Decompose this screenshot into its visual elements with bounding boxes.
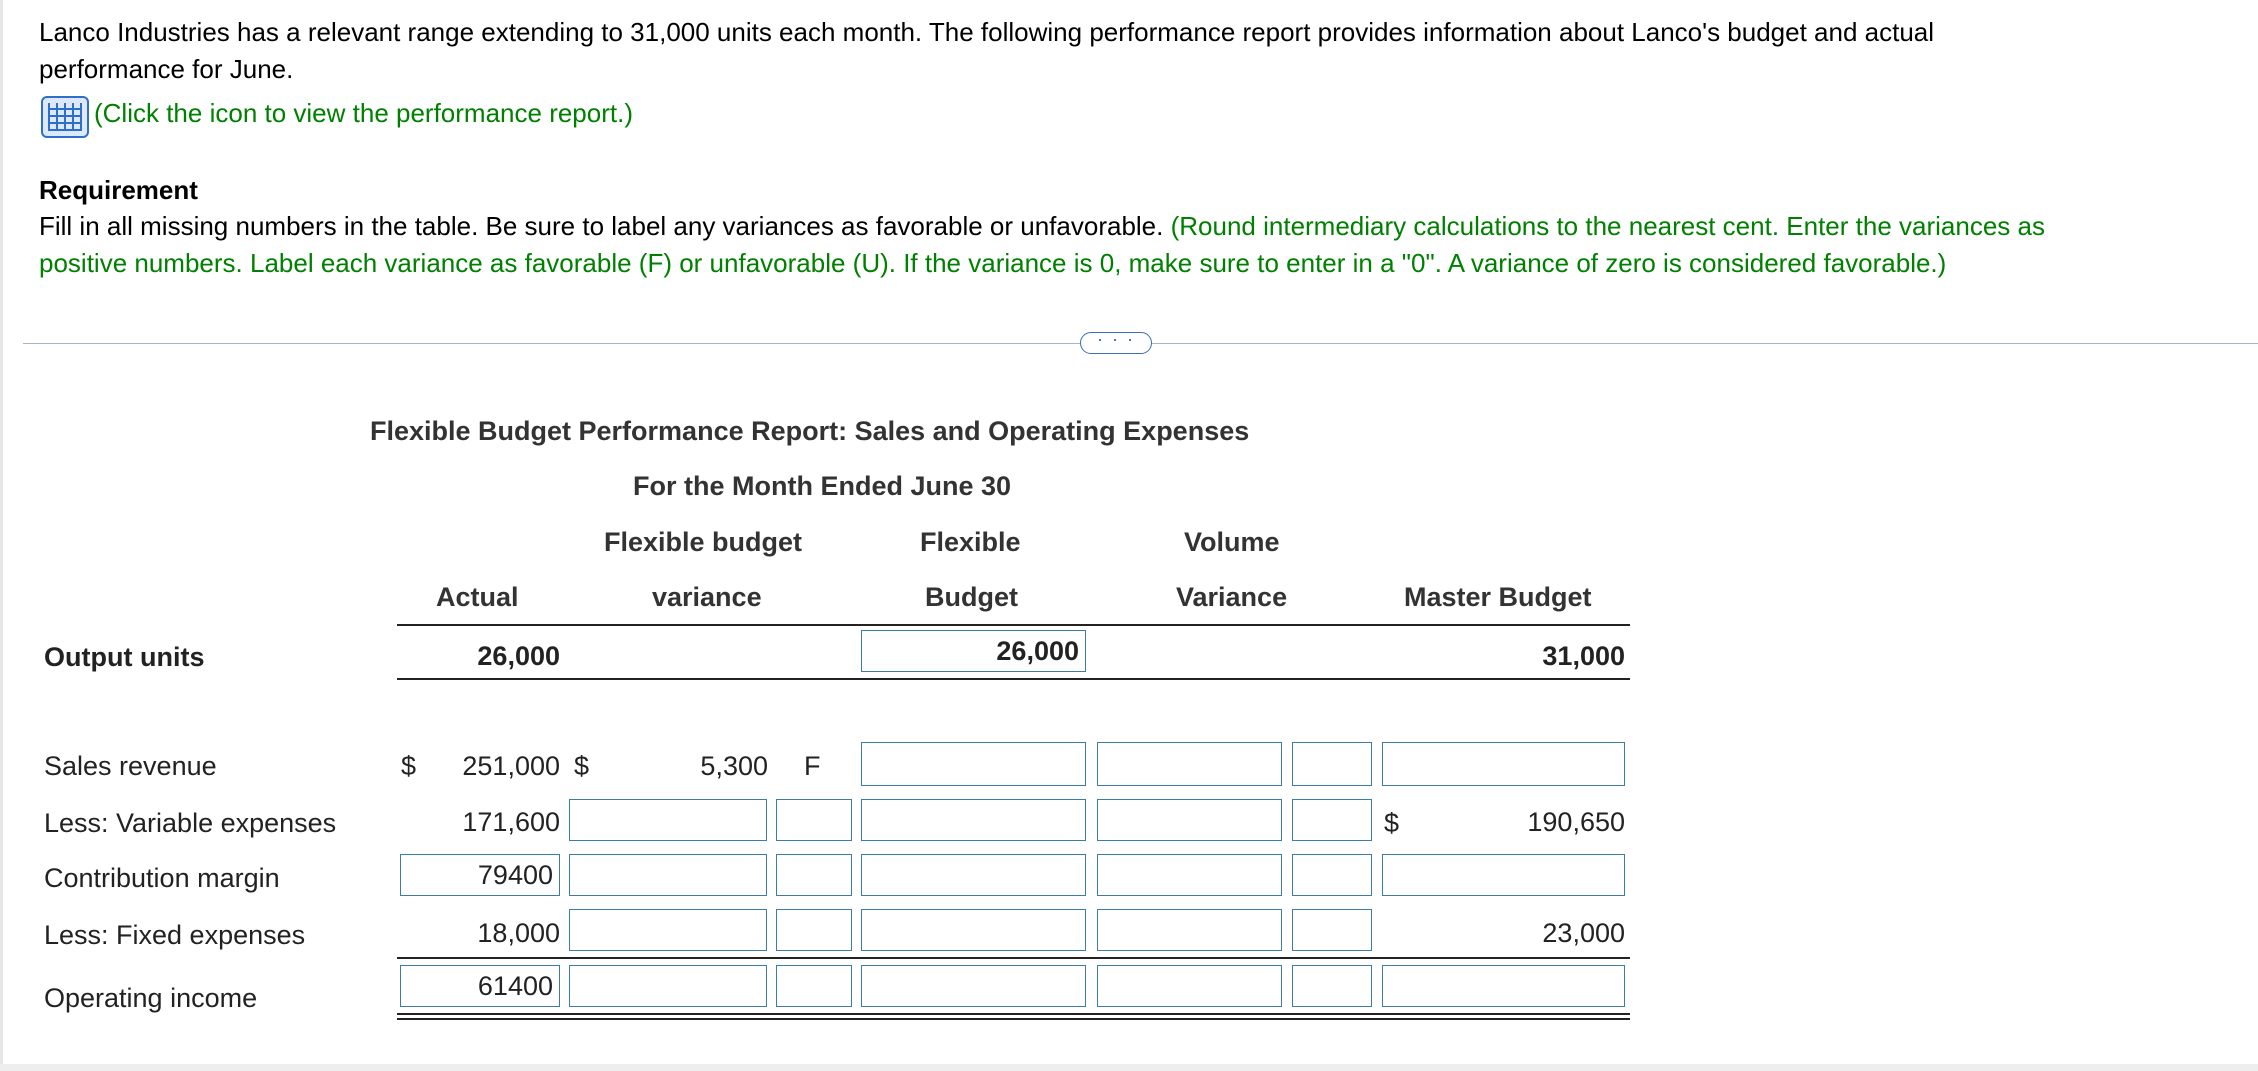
col-header-vol-1: Volume (1184, 527, 1280, 557)
col-header-vol-2: Variance (1176, 582, 1288, 612)
variable-expenses-actual: 171,600 (462, 807, 560, 837)
variable-expenses-fbv-fu-input[interactable] (776, 799, 852, 841)
variable-expenses-flexible-input[interactable] (861, 799, 1086, 841)
row-label-contribution-margin: Contribution margin (44, 863, 280, 893)
output-units-master: 31,000 (1542, 641, 1625, 671)
contribution-margin-fbv-input[interactable] (569, 854, 767, 896)
output-units-rule (397, 678, 1630, 680)
contribution-margin-volume-fu-input[interactable] (1292, 854, 1372, 896)
row-label-sales-revenue: Sales revenue (44, 751, 217, 781)
row-label-variable-expenses: Less: Variable expenses (44, 808, 337, 838)
requirement-text: Fill in all missing numbers in the table… (39, 211, 1164, 241)
contribution-margin-fbv-fu-input[interactable] (776, 854, 852, 896)
contribution-margin-flexible-input[interactable] (861, 854, 1086, 896)
output-units-actual: 26,000 (477, 641, 560, 671)
requirement-heading: Requirement (39, 175, 198, 205)
sales-revenue-volume-fu-input[interactable] (1292, 742, 1372, 786)
report-table-icon[interactable] (41, 96, 89, 138)
intro-line-2: performance for June. (39, 54, 294, 84)
fixed-expenses-master: 23,000 (1542, 918, 1625, 948)
sales-revenue-actual: 251,000 (462, 751, 560, 781)
variable-expenses-volume-fu-input[interactable] (1292, 799, 1372, 841)
fixed-expenses-volume-fu-input[interactable] (1292, 909, 1372, 951)
sales-actual-dollar: $ (401, 751, 417, 781)
row-label-operating-income: Operating income (44, 983, 258, 1013)
intro-line-1: Lanco Industries has a relevant range ex… (39, 17, 1935, 47)
variable-expenses-master: 190,650 (1527, 807, 1625, 837)
contribution-margin-actual-input[interactable] (400, 854, 560, 896)
requirement-note-1: (Round intermediary calculations to the … (1170, 211, 2045, 241)
sales-revenue-fbv: 5,300 (700, 751, 768, 781)
fixed-expenses-flexible-input[interactable] (861, 909, 1086, 951)
row-label-output-units: Output units (44, 642, 205, 672)
fixed-expenses-rule (397, 957, 1630, 959)
operating-income-fbv-input[interactable] (569, 965, 767, 1007)
contribution-margin-volume-input[interactable] (1097, 854, 1282, 896)
contribution-margin-master-input[interactable] (1382, 854, 1625, 896)
variable-expenses-master-dollar: $ (1384, 808, 1400, 838)
col-header-flex-1: Flexible (920, 527, 1021, 557)
operating-income-master-input[interactable] (1382, 965, 1625, 1007)
col-header-master: Master Budget (1404, 582, 1592, 612)
row-label-fixed-expenses: Less: Fixed expenses (44, 920, 306, 950)
requirement-line-1: Fill in all missing numbers in the table… (39, 208, 2045, 245)
fixed-expenses-actual: 18,000 (477, 918, 560, 948)
col-header-fbv-1: Flexible budget (604, 527, 803, 557)
fixed-expenses-fbv-fu-input[interactable] (776, 909, 852, 951)
col-header-actual: Actual (436, 582, 519, 612)
grid-icon (48, 103, 82, 131)
report-subtitle: For the Month Ended June 30 (633, 471, 1012, 501)
operating-income-actual-input[interactable] (400, 965, 560, 1007)
expand-more-button[interactable]: · · · (1080, 330, 1152, 354)
operating-income-fbv-fu-input[interactable] (776, 965, 852, 1007)
header-rule (397, 624, 1630, 626)
operating-income-volume-input[interactable] (1097, 965, 1282, 1007)
col-header-fbv-2: variance (652, 582, 762, 612)
bottom-frame-border (0, 1064, 2258, 1071)
sales-revenue-master-input[interactable] (1382, 742, 1625, 786)
operating-income-flexible-input[interactable] (861, 965, 1086, 1007)
operating-income-volume-fu-input[interactable] (1292, 965, 1372, 1007)
sales-revenue-fbv-label: F (804, 751, 821, 781)
fixed-expenses-volume-input[interactable] (1097, 909, 1282, 951)
sales-fbv-dollar: $ (574, 751, 590, 781)
view-report-link[interactable]: (Click the icon to view the performance … (94, 98, 633, 128)
fixed-expenses-fbv-input[interactable] (569, 909, 767, 951)
left-frame-border (0, 0, 3, 1071)
output-units-flexible-input[interactable] (861, 630, 1086, 672)
sales-revenue-flexible-input[interactable] (861, 742, 1086, 786)
variable-expenses-fbv-input[interactable] (569, 799, 767, 841)
requirement-note-2: positive numbers. Label each variance as… (39, 248, 1947, 278)
col-header-flex-2: Budget (925, 582, 1018, 612)
sales-revenue-volume-input[interactable] (1097, 742, 1282, 786)
operating-income-double-rule-bottom (397, 1018, 1630, 1020)
operating-income-double-rule-top (397, 1013, 1630, 1015)
variable-expenses-volume-input[interactable] (1097, 799, 1282, 841)
report-title: Flexible Budget Performance Report: Sale… (370, 416, 1250, 446)
